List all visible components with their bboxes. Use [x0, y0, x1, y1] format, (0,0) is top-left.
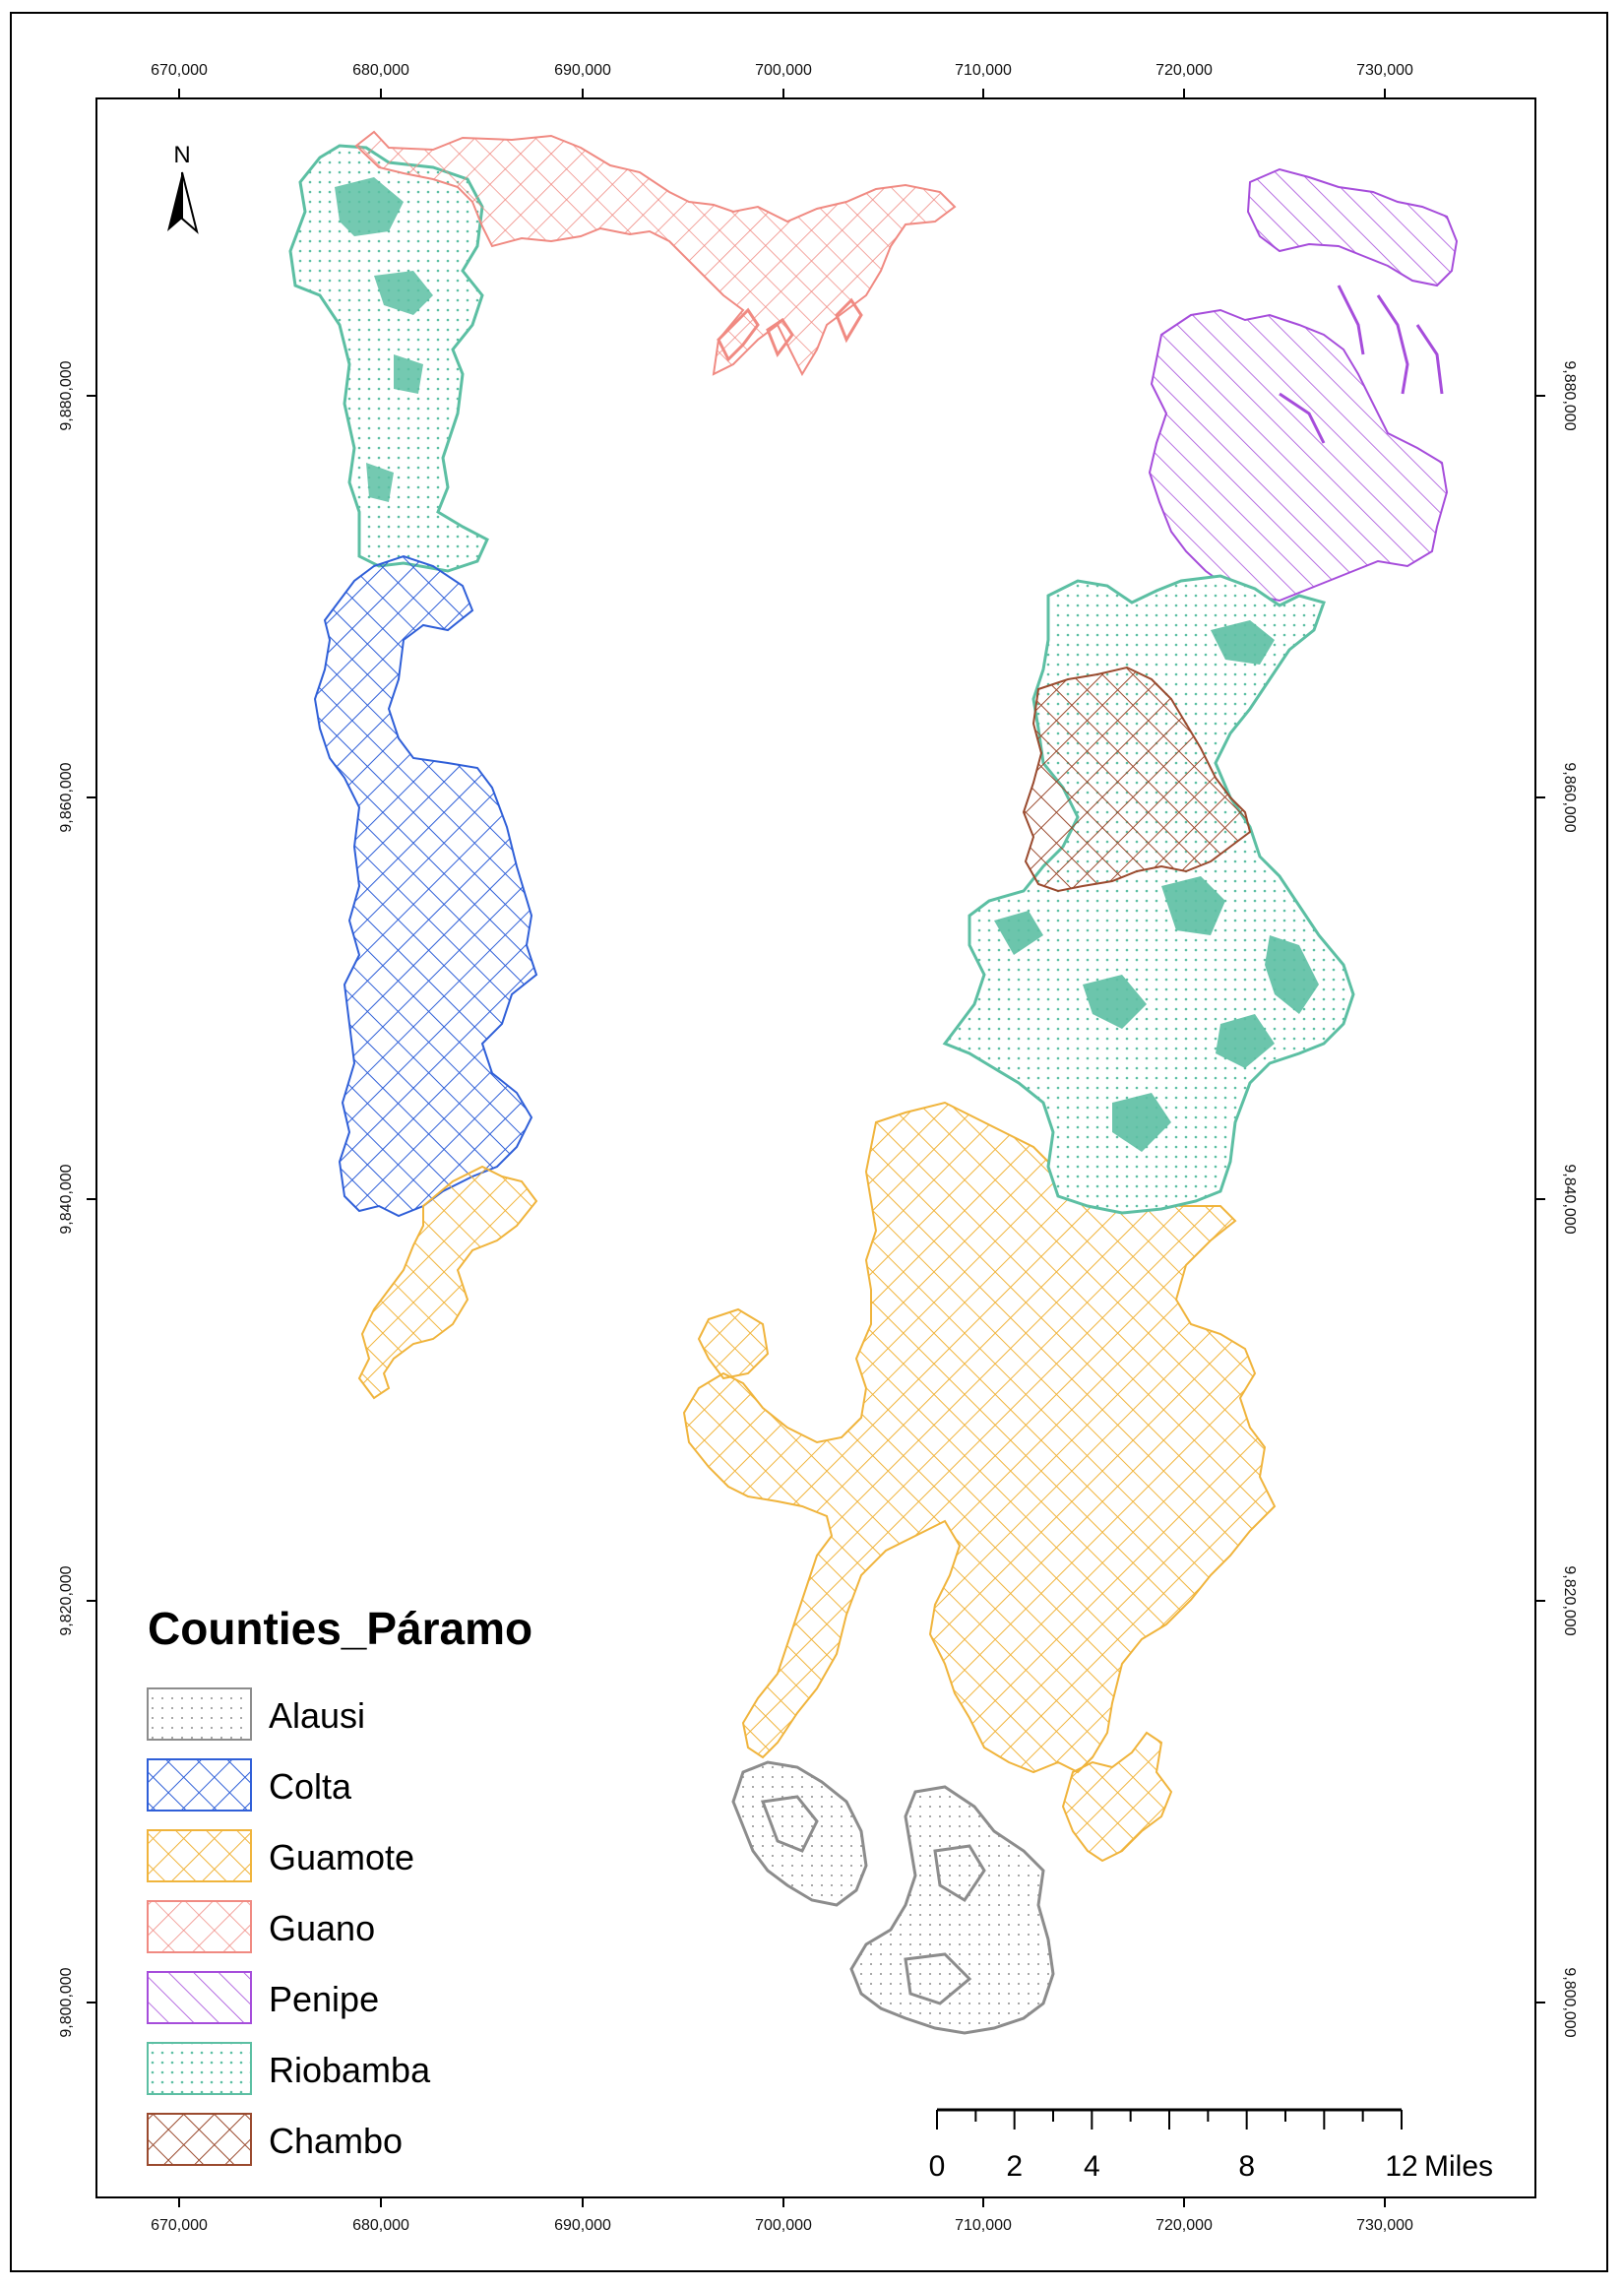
legend-swatch — [147, 1829, 252, 1882]
x-tick-label-bottom: 670,000 — [151, 2217, 208, 2234]
scale-tick-label: 4 — [1084, 2150, 1100, 2183]
north-arrow-icon: N — [167, 142, 199, 234]
north-label: N — [173, 142, 190, 168]
region-guamote-west — [357, 1165, 538, 1400]
scale-tick-label: 8 — [1238, 2150, 1255, 2183]
y-tick-label-left: 9,820,000 — [58, 1565, 75, 1635]
region-alausi-east — [849, 1785, 1055, 2035]
legend-swatch — [147, 2113, 252, 2166]
y-tick-label-left: 9,860,000 — [58, 762, 75, 832]
legend-item-colta: Colta — [147, 1758, 352, 1812]
outer-frame — [10, 12, 1608, 2272]
region-guamote-west-lobe — [697, 1307, 770, 1380]
legend-swatch — [147, 1758, 252, 1812]
x-tick-label-bottom: 700,000 — [755, 2217, 812, 2234]
scale-bar: 0 2 4 8 12 Miles — [929, 2108, 1493, 2183]
legend-item-chambo: Chambo — [147, 2113, 403, 2166]
x-tick-label-bottom: 680,000 — [352, 2217, 409, 2234]
y-tick-label-right: 9,880,000 — [1561, 360, 1578, 430]
scale-tick-label: 0 — [929, 2150, 946, 2183]
region-penipe-streaks — [1279, 285, 1444, 444]
region-chambo — [1022, 666, 1252, 893]
x-tick-label-bottom: 720,000 — [1156, 2217, 1213, 2234]
legend-item-penipe: Penipe — [147, 1971, 379, 2024]
region-riobamba-north-patches — [335, 177, 433, 502]
legend-label: Riobamba — [269, 2050, 431, 2090]
y-tick-label-right: 9,800,000 — [1561, 1967, 1578, 2037]
x-tick-label-top: 710,000 — [955, 62, 1012, 79]
legend-label: Chambo — [269, 2121, 403, 2161]
region-guamote-southeast — [1061, 1731, 1173, 1863]
legend-item-riobamba: Riobamba — [147, 2042, 431, 2095]
legend-swatch — [147, 1971, 252, 2024]
scale-unit-label: Miles — [1424, 2150, 1493, 2183]
region-penipe-south — [1148, 308, 1449, 603]
x-tick-label-top: 730,000 — [1356, 62, 1413, 79]
region-colta — [313, 554, 538, 1218]
legend-swatch — [147, 1900, 252, 1953]
legend: Counties_Páramo Alausi Colta Guamote Guano P… — [147, 1603, 532, 2166]
y-tick-label-right: 9,840,000 — [1561, 1164, 1578, 1234]
x-tick-label-top: 700,000 — [755, 62, 812, 79]
x-tick-label-top: 670,000 — [151, 62, 208, 79]
y-tick-label-left: 9,840,000 — [58, 1164, 75, 1234]
x-tick-label-bottom: 730,000 — [1356, 2217, 1413, 2234]
legend-item-guano: Guano — [147, 1900, 375, 1953]
y-tick-label-right: 9,820,000 — [1561, 1565, 1578, 1635]
x-tick-label-bottom: 690,000 — [554, 2217, 611, 2234]
x-tick-label-top: 680,000 — [352, 62, 409, 79]
x-tick-label-top: 720,000 — [1156, 62, 1213, 79]
map-frame — [95, 97, 1536, 2198]
y-tick-label-right: 9,860,000 — [1561, 762, 1578, 832]
region-riobamba-east-patches — [994, 620, 1319, 1152]
region-alausi-patches — [760, 1795, 986, 2005]
coordinate-ticks: 670,000 670,000 680,000 680,000 690,000 690,0… — [58, 62, 1578, 2234]
x-tick-label-bottom: 710,000 — [955, 2217, 1012, 2234]
legend-item-guamote: Guamote — [147, 1829, 414, 1882]
legend-title: Counties_Páramo — [148, 1603, 532, 1654]
legend-swatch — [147, 2042, 252, 2095]
scale-tick-label: 12 — [1385, 2150, 1417, 2183]
region-penipe-north — [1246, 167, 1459, 287]
legend-label: Penipe — [269, 1979, 379, 2019]
legend-label: Alausi — [269, 1695, 365, 1736]
legend-label: Guano — [269, 1908, 375, 1948]
legend-label: Colta — [269, 1766, 352, 1807]
x-tick-label-top: 690,000 — [554, 62, 611, 79]
legend-swatch — [147, 1687, 252, 1741]
legend-item-alausi: Alausi — [147, 1687, 365, 1741]
y-tick-label-left: 9,880,000 — [58, 360, 75, 430]
region-alausi-west — [731, 1760, 868, 1907]
scale-tick-label: 2 — [1006, 2150, 1023, 2183]
region-guano-tendrils — [717, 297, 863, 362]
legend-label: Guamote — [269, 1837, 414, 1877]
y-tick-label-left: 9,800,000 — [58, 1967, 75, 2037]
